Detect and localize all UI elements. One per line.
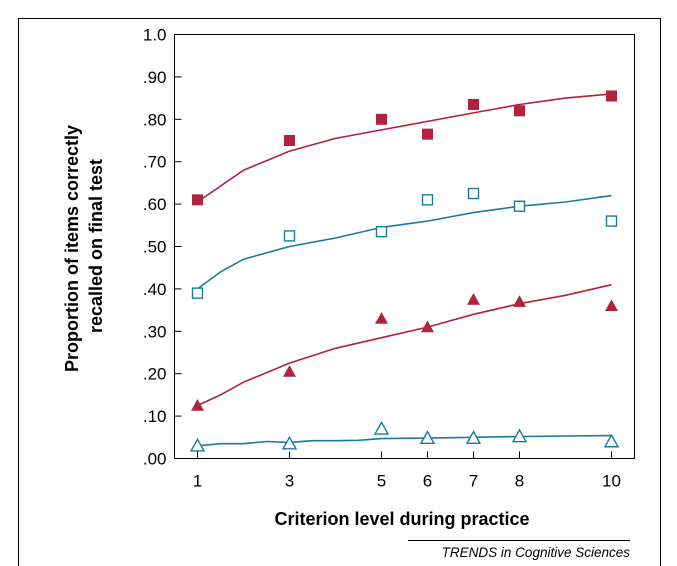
y-tick-label: .90	[143, 68, 167, 87]
data-point-series-1	[284, 135, 295, 146]
x-tick-label: 7	[469, 472, 478, 491]
data-point-series-2	[421, 194, 434, 206]
x-axis-title: Criterion level during practice	[274, 509, 529, 529]
data-point-series-1	[192, 194, 203, 206]
data-point-series-4	[603, 433, 620, 448]
y-tick-label: .30	[143, 322, 167, 341]
data-point-series-3	[283, 365, 296, 377]
data-point-series-2	[513, 200, 526, 212]
x-tick-label: 3	[285, 472, 294, 491]
y-tick-label: .60	[143, 195, 167, 214]
data-point-series-4	[465, 430, 482, 445]
data-point-series-4	[189, 437, 206, 452]
data-point-series-2	[467, 187, 480, 200]
y-tick-label: .00	[143, 450, 167, 469]
x-tick-label: 6	[423, 472, 432, 491]
data-point-series-1	[422, 128, 433, 140]
figure-border	[18, 18, 661, 566]
y-tick-label: 1.0	[143, 26, 167, 45]
data-points	[189, 90, 620, 452]
data-point-series-3	[467, 293, 480, 305]
fit-line-series-4	[197, 434, 612, 447]
data-point-series-3	[421, 320, 434, 333]
fit-line-series-1	[197, 93, 612, 203]
data-point-series-3	[191, 399, 204, 411]
x-tick-label: 5	[377, 472, 386, 491]
x-tick-label: 10	[602, 472, 621, 491]
data-point-series-4	[281, 435, 298, 450]
data-point-series-1	[606, 90, 617, 102]
y-axis-title: Proportion of items correctly recalled o…	[62, 120, 106, 372]
y-tick-label: .40	[143, 280, 167, 299]
y-tick-label: .70	[143, 153, 167, 172]
data-point-series-2	[375, 225, 388, 238]
data-point-series-3	[513, 295, 526, 307]
x-tick-label: 1	[193, 472, 202, 491]
data-point-series-4	[373, 420, 390, 435]
y-tick-label: .10	[143, 407, 167, 426]
data-point-series-1	[376, 113, 387, 125]
y-axis-title-line-1: Proportion of items correctly	[62, 125, 82, 372]
credit-text: TRENDS in Cognitive Sciences	[442, 545, 631, 560]
fit-line-series-3	[197, 283, 612, 407]
y-tick-label: .50	[143, 238, 167, 257]
data-point-series-3	[605, 299, 618, 312]
data-point-series-1	[514, 105, 525, 117]
data-point-series-2	[605, 215, 618, 227]
data-point-series-4	[511, 428, 528, 443]
y-axis-ticks: .00 .10 .20 .30 .40 .50 .60 .70 .80 .90 1.0	[143, 26, 182, 469]
data-point-series-1	[468, 98, 479, 110]
y-axis-title-line-2: recalled on final test	[86, 159, 106, 333]
x-tick-label: 8	[515, 472, 524, 491]
data-point-series-4	[419, 430, 436, 445]
data-point-series-2	[283, 230, 296, 242]
fit-lines	[197, 93, 612, 447]
data-point-series-2	[191, 287, 204, 299]
fit-line-series-2	[197, 194, 612, 290]
y-tick-label: .20	[143, 365, 167, 384]
data-point-series-3	[375, 312, 388, 324]
y-tick-label: .80	[143, 110, 167, 129]
x-axis-ticks: 1 3 5 6 7 8 10	[193, 451, 621, 491]
